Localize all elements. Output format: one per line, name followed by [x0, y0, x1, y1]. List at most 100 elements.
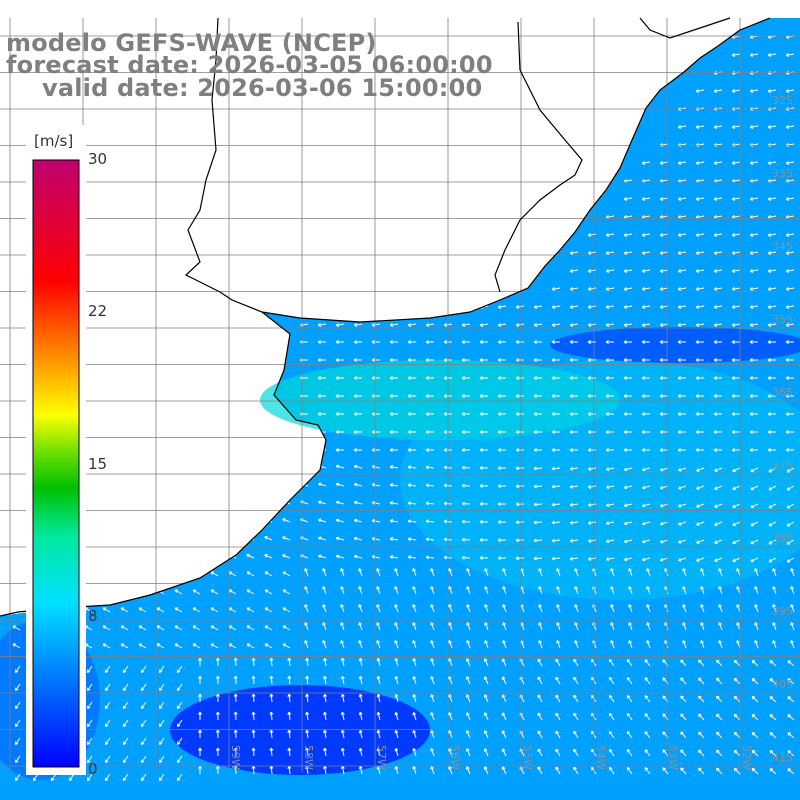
- wind-arrow: [785, 340, 794, 344]
- wind-arrow: [158, 737, 165, 746]
- wind-arrow: [335, 376, 344, 380]
- wind-arrow: [767, 430, 776, 434]
- wind-arrow: [430, 676, 435, 685]
- wind-arrow: [608, 730, 615, 739]
- wind-arrow: [317, 412, 326, 416]
- wind-arrow: [677, 269, 687, 273]
- wind-arrow: [448, 568, 453, 577]
- wind-arrow: [733, 749, 741, 757]
- wind-arrow: [317, 518, 327, 523]
- wind-arrow: [644, 713, 651, 721]
- wind-arrow: [751, 696, 759, 703]
- wind-arrow: [158, 665, 165, 674]
- wind-arrow: [587, 251, 597, 255]
- wind-arrow: [677, 251, 687, 255]
- wind-arrow: [14, 737, 21, 746]
- wind-arrow: [605, 287, 615, 291]
- wind-arrow: [587, 430, 596, 434]
- wind-arrow: [714, 557, 723, 562]
- wind-arrow: [484, 604, 489, 613]
- wind-arrow: [787, 696, 795, 703]
- wind-arrow: [174, 625, 183, 631]
- wind-arrow: [713, 448, 722, 452]
- wind-arrow: [138, 589, 147, 595]
- wind-arrow: [461, 501, 471, 506]
- wind-arrows: [12, 35, 795, 782]
- wind-arrow: [768, 521, 777, 527]
- wind-arrow: [682, 640, 687, 649]
- wind-arrow: [479, 483, 489, 488]
- wind-arrow: [215, 747, 220, 757]
- wind-arrow: [479, 519, 489, 524]
- wind-arrow: [282, 571, 291, 577]
- wind-arrow: [533, 412, 542, 416]
- wind-arrow: [192, 625, 201, 631]
- wind-arrow: [623, 340, 632, 344]
- lon-label: 53W: [667, 745, 680, 770]
- wind-arrow: [448, 622, 453, 631]
- wind-arrow: [353, 323, 363, 327]
- wind-arrow: [176, 719, 183, 728]
- wind-arrow: [122, 701, 129, 710]
- wind-arrow: [644, 695, 651, 703]
- wind-arrow: [156, 571, 165, 577]
- wind-arrow: [251, 729, 256, 739]
- wind-arrow: [102, 571, 111, 577]
- wind-arrow: [465, 730, 471, 739]
- wind-arrow: [305, 657, 310, 667]
- wind-arrow: [407, 483, 417, 488]
- wind-arrow: [733, 695, 741, 703]
- wind-arrow: [412, 748, 417, 757]
- wind-arrow: [448, 604, 453, 613]
- wind-arrow: [140, 737, 147, 746]
- wind-arrow: [483, 694, 489, 703]
- wind-arrow: [353, 358, 362, 362]
- wind-arrow: [749, 376, 758, 380]
- wind-arrow: [785, 233, 795, 237]
- wind-arrow: [641, 521, 651, 526]
- wind-arrow: [677, 161, 687, 165]
- wind-arrow: [358, 711, 363, 721]
- wind-arrow: [340, 640, 345, 649]
- wind-arrow: [412, 712, 417, 721]
- wind-arrow: [787, 660, 795, 667]
- wind-arrow: [682, 604, 687, 613]
- wind-arrow: [156, 625, 165, 631]
- wind-arrow: [376, 729, 381, 739]
- wind-arrow: [340, 729, 345, 739]
- wind-arrow: [677, 125, 687, 129]
- wind-arrow: [210, 607, 219, 613]
- wind-arrow: [251, 675, 256, 685]
- coastline-detail: [494, 21, 583, 293]
- wind-arrow: [608, 712, 615, 721]
- wind-arrow: [736, 604, 741, 613]
- wind-arrow: [533, 358, 542, 362]
- coastline-north: [639, 17, 731, 39]
- wind-arrow: [264, 553, 273, 559]
- wind-arrow: [102, 643, 111, 649]
- wind-arrow: [304, 640, 309, 649]
- wind-arrow: [501, 712, 507, 721]
- wind-arrow: [215, 657, 220, 667]
- wind-arrow: [751, 678, 759, 685]
- wind-arrow: [174, 571, 183, 577]
- wind-arrow: [122, 773, 129, 782]
- wind-arrow: [358, 747, 363, 757]
- wind-arrow: [533, 376, 542, 380]
- wind-arrow: [412, 640, 417, 649]
- wind-arrow: [461, 519, 471, 524]
- wind-arrow: [767, 269, 777, 273]
- lat-label: 405: [772, 678, 793, 691]
- wind-arrow: [425, 465, 435, 470]
- wind-arrow: [767, 251, 777, 255]
- wind-arrow: [569, 502, 579, 507]
- wind-arrow: [84, 589, 93, 595]
- wind-arrow: [700, 604, 705, 613]
- wind-arrow: [215, 711, 220, 721]
- wind-arrow: [605, 340, 614, 344]
- wind-arrow: [533, 556, 543, 561]
- wind-arrow: [551, 448, 560, 452]
- wind-arrow: [695, 376, 704, 380]
- wind-arrow: [736, 640, 741, 649]
- wind-arrow: [678, 557, 687, 562]
